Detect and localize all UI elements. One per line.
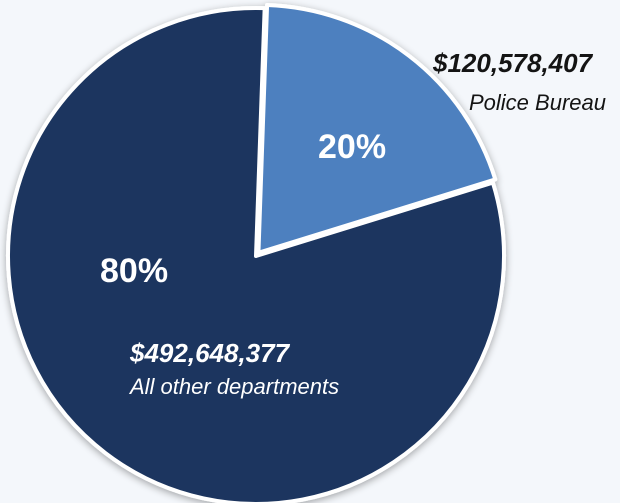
slice-amount-police: $120,578,407	[433, 48, 593, 78]
slice-label-other: All other departments	[130, 374, 340, 399]
slice-percent-other: 80%	[100, 252, 169, 290]
slice-label-police: Police Bureau	[469, 90, 606, 115]
slice-police	[256, 2, 498, 255]
slice-percent-police: 20%	[318, 128, 387, 166]
slice-other	[6, 6, 506, 503]
slice-amount-other: $492,648,377	[130, 338, 290, 368]
